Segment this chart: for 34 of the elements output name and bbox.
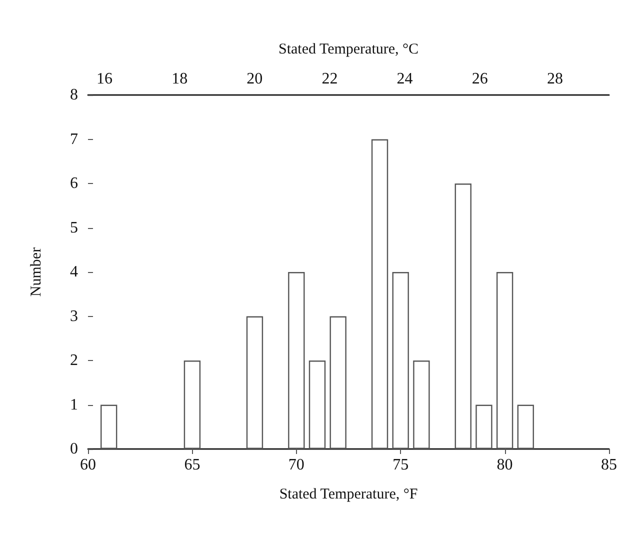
y-axis-title: Number	[28, 247, 44, 297]
y-tick-label: 3	[70, 308, 78, 325]
y-tick-label: 2	[70, 352, 78, 369]
x2-tick-label: 16	[96, 70, 113, 88]
y-tick-label: 6	[70, 175, 78, 192]
bar	[330, 316, 346, 449]
y-tick-label: 4	[70, 264, 78, 280]
x-tick-label: 60	[80, 456, 96, 474]
x-tick-label: 65	[184, 456, 200, 474]
x2-tick-label: 26	[472, 70, 488, 88]
y-tick-label: 1	[70, 396, 78, 414]
bar	[246, 316, 264, 449]
x-tick-label: 80	[496, 456, 513, 474]
bar	[371, 139, 388, 449]
x-axis-title: Stated Temperature, °F	[279, 486, 418, 502]
bar	[517, 404, 534, 449]
x-tick-label: 75	[392, 456, 409, 474]
bar	[413, 360, 430, 449]
x2-tick-label: 28	[546, 70, 563, 88]
x2-tick-label: 24	[396, 70, 413, 88]
bar	[100, 404, 118, 449]
y-tick-label: 8	[70, 86, 78, 104]
x-tick-label: 70	[288, 456, 304, 474]
y-tick-label: 7	[70, 130, 78, 148]
x-tick-label: 85	[601, 456, 617, 474]
x2-axis-title: Stated Temperature, °C	[278, 42, 419, 58]
y-tick-label: 0	[70, 440, 78, 458]
bar	[308, 360, 326, 449]
bar	[454, 184, 472, 449]
x2-tick-label: 20	[246, 70, 263, 88]
bar	[476, 404, 492, 449]
x2-tick-label: 18	[172, 70, 188, 88]
y-tick-label: 5	[70, 219, 78, 236]
x2-tick-label: 22	[322, 70, 338, 88]
